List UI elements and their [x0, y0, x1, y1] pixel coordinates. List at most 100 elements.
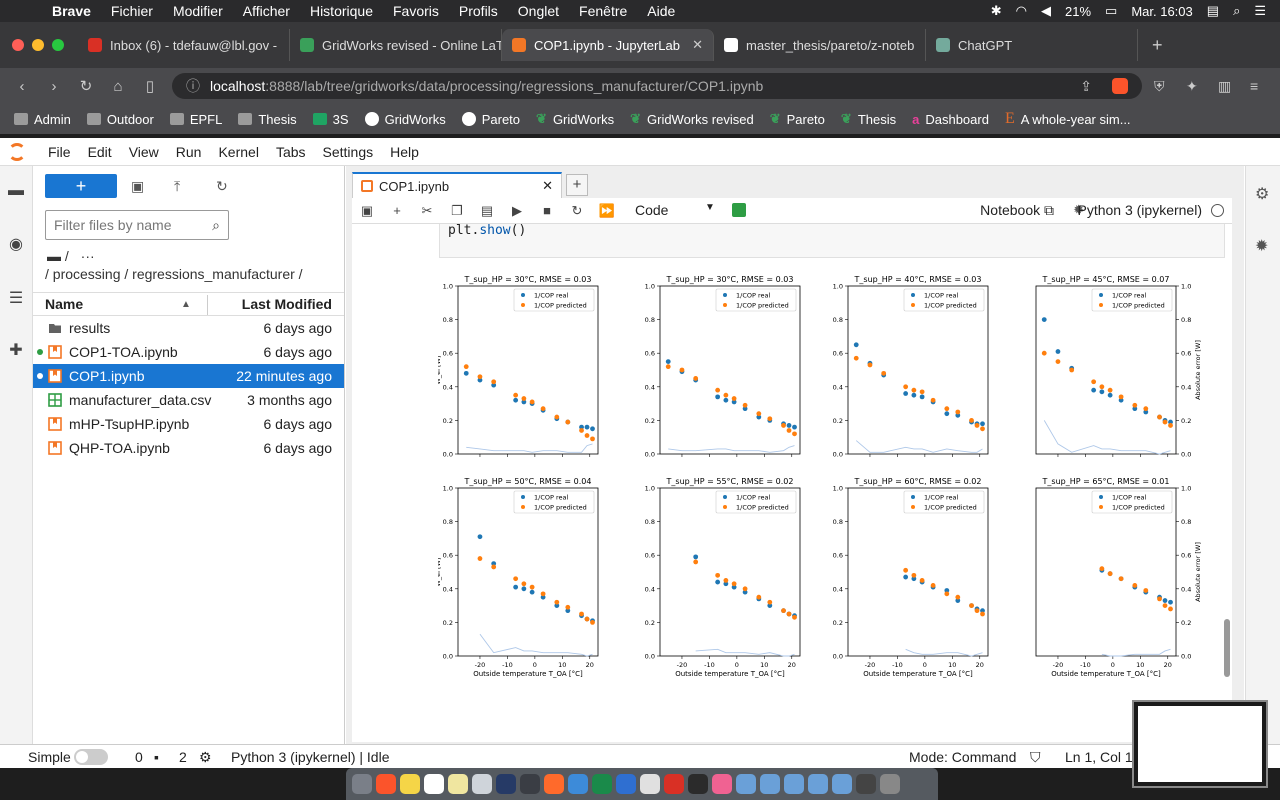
refresh-icon[interactable]: ↻: [216, 178, 228, 194]
clock[interactable]: Mar. 16:03: [1131, 3, 1193, 19]
bookmark-item[interactable]: ❦ Pareto: [770, 111, 825, 127]
control-center-icon[interactable]: ▤: [1206, 3, 1220, 18]
menu-tabs[interactable]: Tabs: [275, 143, 306, 160]
file-row[interactable]: COP1-TOA.ipynb 6 days ago: [33, 340, 344, 364]
new-tab-button[interactable]: +: [1152, 34, 1163, 55]
dock-app-icon[interactable]: [592, 774, 612, 794]
menu-file[interactable]: File: [48, 143, 71, 160]
os-menu-item[interactable]: Historique: [309, 3, 373, 19]
column-name[interactable]: Name: [45, 296, 84, 312]
menu-run[interactable]: Run: [175, 143, 202, 160]
new-folder-icon[interactable]: ▣: [131, 178, 145, 194]
browser-tab[interactable]: GridWorks revised - Online LaT: [290, 29, 502, 61]
dock-app-icon[interactable]: [544, 774, 564, 794]
bookmark-item[interactable]: a Dashboard: [912, 112, 989, 127]
os-menu-item[interactable]: Profils: [458, 3, 498, 19]
forward-icon[interactable]: ›: [51, 77, 57, 95]
bookmark-item[interactable]: 3S: [312, 112, 349, 127]
screenshot-thumbnail[interactable]: [1132, 700, 1268, 788]
dock-app-icon[interactable]: [664, 774, 684, 794]
insert-cell-icon[interactable]: +: [393, 203, 401, 218]
bookmark-item[interactable]: Pareto: [461, 112, 520, 127]
notification-center-icon[interactable]: ☰: [1254, 3, 1266, 18]
bookmark-item[interactable]: GridWorks: [364, 112, 446, 127]
dock-app-icon[interactable]: [376, 774, 396, 794]
dock-app-icon[interactable]: [784, 774, 804, 794]
zoom-window-button[interactable]: [52, 39, 64, 51]
close-window-button[interactable]: [12, 39, 24, 51]
extensions-icon[interactable]: ✦: [1186, 78, 1198, 94]
sort-ascending-icon[interactable]: ▲: [181, 298, 191, 310]
reload-icon[interactable]: ↻: [79, 78, 93, 95]
sidebar-icon[interactable]: ▥: [1218, 78, 1232, 94]
address-bar[interactable]: ⓘ localhost:8888/lab/tree/gridworks/data…: [172, 73, 1142, 99]
bookmark-item[interactable]: EPFL: [169, 112, 222, 127]
dock-app-icon[interactable]: [856, 774, 876, 794]
close-tab-icon[interactable]: ✕: [692, 37, 703, 52]
os-menu-item[interactable]: Aide: [647, 3, 676, 19]
minimize-window-button[interactable]: [32, 39, 44, 51]
debugger-icon[interactable]: ✹: [1073, 202, 1084, 217]
menu-icon[interactable]: ≡: [1250, 78, 1259, 94]
breadcrumb-root[interactable]: ▬ / ···: [47, 248, 95, 264]
dock-app-icon[interactable]: [352, 774, 372, 794]
os-menu-item[interactable]: Afficher: [242, 3, 290, 19]
site-info-icon[interactable]: ⓘ: [186, 78, 200, 94]
wifi-icon[interactable]: ◠: [1015, 3, 1027, 18]
dock-app-icon[interactable]: [760, 774, 780, 794]
browser-tab[interactable]: Inbox (6) - tdefauw@lbl.gov -: [78, 29, 290, 61]
brave-shields-icon[interactable]: [1112, 78, 1128, 94]
running-sessions-icon[interactable]: ◉: [9, 236, 23, 253]
filter-files-input[interactable]: Filter files by name ⌕: [45, 210, 229, 240]
property-inspector-icon[interactable]: [732, 203, 746, 217]
menu-kernel[interactable]: Kernel: [218, 143, 259, 160]
os-menu-item[interactable]: Fenêtre: [579, 3, 628, 19]
kernel-count[interactable]: 2: [179, 749, 187, 765]
file-row[interactable]: manufacturer_data.csv 3 months ago: [33, 388, 344, 412]
menu-help[interactable]: Help: [390, 143, 419, 160]
dock-app-icon[interactable]: [400, 774, 420, 794]
column-last-modified[interactable]: Last Modified: [241, 296, 332, 312]
browser-tab[interactable]: COP1.ipynb - JupyterLab ✕: [502, 29, 714, 61]
dock-app-icon[interactable]: [640, 774, 660, 794]
dock-app-icon[interactable]: [736, 774, 756, 794]
dock-app-icon[interactable]: [808, 774, 828, 794]
cell-type-select[interactable]: Code ▼: [635, 202, 715, 218]
share-icon[interactable]: ⇪: [1080, 77, 1092, 94]
back-icon[interactable]: ‹: [19, 77, 25, 95]
menu-view[interactable]: View: [128, 143, 159, 160]
battery-level[interactable]: 21%: [1065, 3, 1092, 19]
menu-edit[interactable]: Edit: [87, 143, 112, 160]
bookmark-item[interactable]: ❦ GridWorks: [536, 111, 614, 127]
os-menu-item[interactable]: Modifier: [172, 3, 223, 19]
table-of-contents-icon[interactable]: ☰: [8, 290, 24, 307]
bookmark-icon[interactable]: ▯: [145, 78, 155, 95]
bookmark-item[interactable]: ❦ Thesis: [841, 111, 896, 127]
notebook-content[interactable]: plt.show() T_sup_HP = 30°C, RMSE = 0.03 0…: [352, 224, 1232, 742]
os-menu-item[interactable]: Favoris: [392, 3, 439, 19]
copy-icon[interactable]: ❐: [451, 202, 463, 218]
cut-icon[interactable]: ✂: [421, 202, 433, 218]
new-launcher-tab-button[interactable]: +: [566, 174, 588, 196]
tab-cop1-notebook[interactable]: COP1.ipynb ✕: [352, 172, 562, 198]
cursor-position[interactable]: Ln 1, Col 1: [1065, 749, 1133, 765]
spotlight-search-icon[interactable]: ⌕: [1233, 3, 1241, 18]
new-launcher-button[interactable]: +: [45, 174, 117, 198]
bluetooth-icon[interactable]: ✱: [990, 3, 1002, 18]
dock-app-icon[interactable]: [880, 774, 900, 794]
kernel-status[interactable]: Python 3 (ipykernel) | Idle: [231, 749, 390, 765]
file-row[interactable]: results 6 days ago: [33, 316, 344, 340]
file-browser-icon[interactable]: ▬: [8, 182, 24, 199]
simple-mode-toggle[interactable]: [74, 748, 108, 766]
dock-app-icon[interactable]: [496, 774, 516, 794]
dock-app-icon[interactable]: [472, 774, 492, 794]
kernel-name[interactable]: Python 3 (ipykernel): [1077, 202, 1202, 218]
extensions-manager-icon[interactable]: ✚: [9, 342, 23, 359]
debugger-panel-icon[interactable]: ✹: [1255, 238, 1269, 255]
restart-icon[interactable]: ↻: [571, 202, 583, 218]
run-icon[interactable]: ▶: [512, 202, 522, 218]
bookmark-item[interactable]: ❦ GridWorks revised: [630, 111, 754, 127]
home-icon[interactable]: ⌂: [113, 77, 123, 95]
os-menu-item[interactable]: Onglet: [517, 3, 560, 19]
dock-app-icon[interactable]: [568, 774, 588, 794]
